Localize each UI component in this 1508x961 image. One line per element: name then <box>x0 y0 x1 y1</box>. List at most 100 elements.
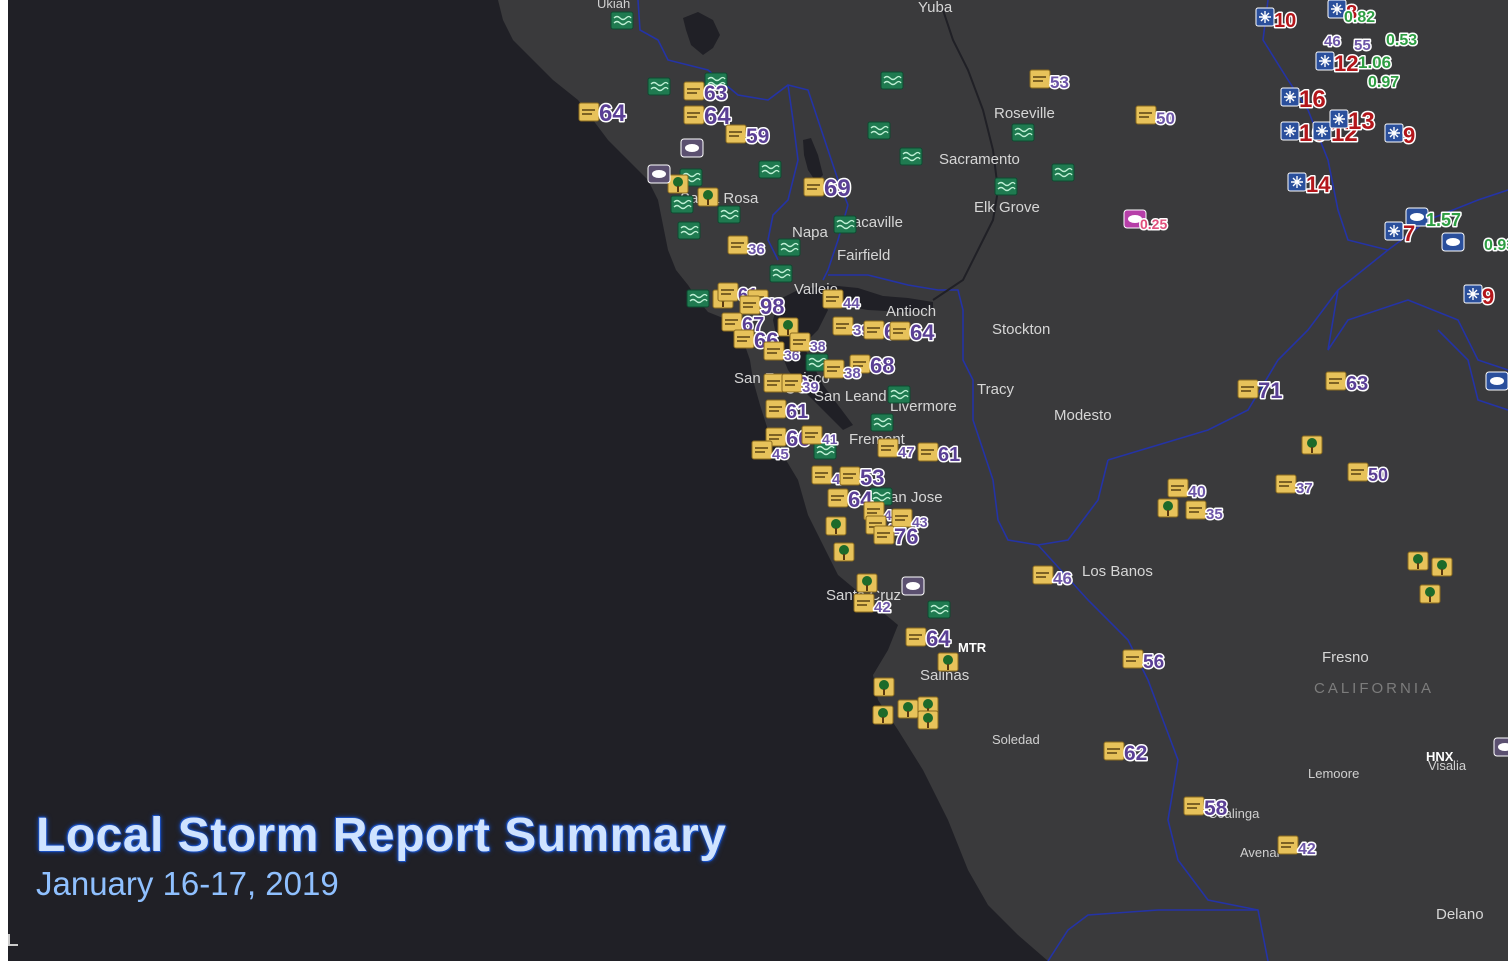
tree-damage-icon[interactable] <box>1431 557 1453 577</box>
wind-report-icon[interactable] <box>765 399 787 419</box>
wind-report-icon[interactable] <box>751 440 773 460</box>
wind-report-icon[interactable] <box>717 282 739 302</box>
snow-report-icon[interactable] <box>1327 0 1347 19</box>
wind-report-icon[interactable] <box>1237 379 1259 399</box>
flood-report-icon[interactable] <box>686 289 710 308</box>
wind-report-icon[interactable] <box>1183 796 1205 816</box>
weather-report-icon[interactable] <box>1123 209 1147 229</box>
weather-report-icon[interactable] <box>1493 737 1508 757</box>
snow-report-icon[interactable] <box>1463 284 1483 304</box>
weather-report-icon[interactable] <box>680 138 704 158</box>
wind-report-icon[interactable] <box>801 425 823 445</box>
snow-report-icon[interactable] <box>1384 123 1404 143</box>
wind-report-icon[interactable] <box>849 354 871 374</box>
flood-report-icon[interactable] <box>758 160 782 179</box>
wind-report-icon[interactable] <box>739 295 761 315</box>
wind-report-icon[interactable] <box>917 442 939 462</box>
wind-report-icon[interactable] <box>1275 474 1297 494</box>
weather-report-icon[interactable] <box>901 576 925 596</box>
flood-report-icon[interactable] <box>813 441 837 460</box>
flood-report-icon[interactable] <box>927 600 951 619</box>
flood-report-icon[interactable] <box>870 413 894 432</box>
wind-report-icon[interactable] <box>877 438 899 458</box>
wind-report-icon[interactable] <box>827 488 849 508</box>
tree-damage-icon[interactable] <box>1407 551 1429 571</box>
wind-report-icon[interactable] <box>1167 478 1189 498</box>
tree-damage-icon[interactable] <box>833 542 855 562</box>
tree-damage-icon[interactable] <box>917 710 939 730</box>
weather-report-icon[interactable] <box>1485 371 1508 391</box>
wind-report-icon[interactable] <box>1135 105 1157 125</box>
wind-report-icon[interactable] <box>832 316 854 336</box>
flood-report-icon[interactable] <box>867 121 891 140</box>
tree-damage-icon[interactable] <box>1157 498 1179 518</box>
tree-damage-icon[interactable] <box>825 516 847 536</box>
wind-report-icon[interactable] <box>725 124 747 144</box>
wind-report-icon[interactable] <box>1347 462 1369 482</box>
wind-report-icon[interactable] <box>1103 741 1125 761</box>
wind-report-icon[interactable] <box>839 466 861 486</box>
snow-report-icon[interactable] <box>1384 221 1404 241</box>
snow-report-icon[interactable] <box>1255 7 1275 27</box>
snow-report-icon[interactable] <box>1315 51 1335 71</box>
report-markers[interactable]: 6463645969366136986766363844396364683863… <box>578 0 1508 860</box>
flood-report-icon[interactable] <box>647 77 671 96</box>
wind-report-icon[interactable] <box>822 289 844 309</box>
wind-report-icon[interactable] <box>853 593 875 613</box>
flood-report-icon[interactable] <box>670 195 694 214</box>
wind-report-icon[interactable] <box>889 321 911 341</box>
snow-report-icon[interactable] <box>1329 109 1349 129</box>
snow-report-icon[interactable] <box>1287 172 1307 192</box>
wind-report-icon[interactable] <box>873 525 895 545</box>
wind-report-icon[interactable] <box>1277 835 1299 855</box>
wind-report-icon[interactable] <box>763 341 785 361</box>
flood-report-icon[interactable] <box>610 11 634 30</box>
tree-damage-icon[interactable] <box>937 652 959 672</box>
flood-report-icon[interactable] <box>899 147 923 166</box>
tree-damage-icon[interactable] <box>873 677 895 697</box>
wind-report-icon[interactable] <box>578 102 600 122</box>
wind-report-icon[interactable] <box>683 105 705 125</box>
flood-report-icon[interactable] <box>1051 163 1075 182</box>
snow-report-icon[interactable] <box>1280 87 1300 107</box>
flood-report-icon[interactable] <box>1011 123 1035 142</box>
weather-report-icon[interactable] <box>647 164 671 184</box>
wind-report-icon[interactable] <box>733 329 755 349</box>
tree-damage-icon[interactable] <box>897 699 919 719</box>
flood-report-icon[interactable] <box>704 72 728 91</box>
wind-report-icon[interactable] <box>1032 565 1054 585</box>
flood-report-icon[interactable] <box>717 205 741 224</box>
wind-report-icon[interactable] <box>811 465 833 485</box>
flood-report-icon[interactable] <box>994 177 1018 196</box>
tree-damage-icon[interactable] <box>856 573 878 593</box>
tree-damage-icon[interactable] <box>1419 584 1441 604</box>
storm-report-map[interactable]: CALIFORNIA MTR HNX Ukiah Yuba Roseville … <box>8 0 1508 961</box>
tree-damage-icon[interactable] <box>872 705 894 725</box>
wind-report-icon[interactable] <box>721 312 743 332</box>
flood-report-icon[interactable] <box>677 221 701 240</box>
wind-report-icon[interactable] <box>1325 371 1347 391</box>
wind-report-icon[interactable] <box>781 373 803 393</box>
wind-report-icon[interactable] <box>789 332 811 352</box>
wind-report-icon[interactable] <box>1122 649 1144 669</box>
flood-report-icon[interactable] <box>769 264 793 283</box>
wind-report-icon[interactable] <box>1029 69 1051 89</box>
weather-report-icon[interactable] <box>1405 207 1429 227</box>
flood-report-icon[interactable] <box>777 238 801 257</box>
wind-report-icon[interactable] <box>1185 500 1207 520</box>
flood-report-icon[interactable] <box>880 71 904 90</box>
flood-report-icon[interactable] <box>833 215 857 234</box>
snow-report-icon[interactable] <box>1312 121 1332 141</box>
snow-report-icon[interactable] <box>1280 121 1300 141</box>
tree-damage-icon[interactable] <box>667 174 689 194</box>
tree-damage-icon[interactable] <box>777 317 799 337</box>
wind-report-icon[interactable] <box>905 627 927 647</box>
wind-report-icon[interactable] <box>823 359 845 379</box>
wind-report-icon[interactable] <box>763 373 785 393</box>
tree-damage-icon[interactable] <box>1301 435 1323 455</box>
tree-damage-icon[interactable] <box>697 187 719 207</box>
wind-report-icon[interactable] <box>803 177 825 197</box>
flood-report-icon[interactable] <box>887 385 911 404</box>
weather-report-icon[interactable] <box>1441 232 1465 252</box>
wind-report-icon[interactable] <box>683 81 705 101</box>
